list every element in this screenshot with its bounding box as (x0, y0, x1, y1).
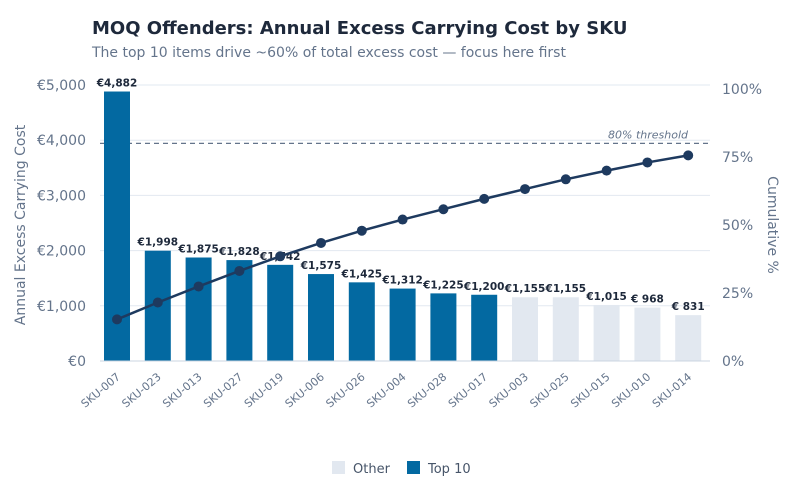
chart-subtitle: The top 10 items drive ~60% of total exc… (91, 45, 566, 61)
x-tick-label: SKU-028 (405, 370, 449, 410)
x-tick-label: SKU-014 (650, 370, 694, 410)
cumulative-point (479, 193, 490, 204)
x-tick-label: SKU-013 (160, 370, 204, 410)
bar-value-label: € 968 (630, 294, 664, 306)
cumulative-point (234, 265, 245, 276)
bar (512, 297, 538, 361)
cumulative-point (316, 237, 326, 248)
bar-value-label: €1,155 (504, 283, 546, 295)
chart-title: MOQ Offenders: Annual Excess Carrying Co… (92, 18, 628, 39)
cumulative-point (438, 204, 449, 215)
x-tick-label: SKU-026 (323, 370, 367, 410)
x-tick-label: SKU-019 (242, 370, 286, 410)
cumulative-point (560, 174, 571, 185)
x-tick-label: SKU-017 (446, 370, 490, 410)
y2-axis-label: Cumulative % (764, 176, 780, 274)
bar-value-label: €1,575 (300, 260, 342, 272)
y-axis-label: Annual Excess Carrying Cost (13, 124, 29, 325)
y-tick-label: €5,000 (37, 78, 86, 94)
x-tick-label: SKU-027 (201, 370, 245, 410)
bar (185, 257, 212, 361)
y-tick-label: €1,000 (37, 299, 86, 315)
cumulative-point (683, 150, 694, 161)
legend-swatch (332, 461, 345, 474)
cumulative-point (601, 165, 612, 176)
cumulative-point (520, 184, 530, 195)
y2-tick-label: 0% (722, 354, 744, 370)
bar (675, 315, 702, 361)
bar (634, 307, 661, 361)
bar-value-label: €4,882 (96, 78, 138, 90)
cumulative-point (356, 225, 367, 236)
cumulative-point (112, 314, 122, 325)
x-tick-label: SKU-004 (364, 370, 408, 410)
y-tick-label: €2,000 (37, 244, 86, 260)
x-tick-label: SKU-010 (609, 370, 653, 410)
bar-value-label: €1,155 (545, 283, 587, 295)
bar (226, 260, 253, 361)
bar-value-label: €1,425 (341, 268, 383, 280)
legend-swatch (407, 461, 420, 474)
bar (308, 274, 334, 361)
cumulative-point (152, 297, 163, 308)
y-tick-label: €4,000 (37, 133, 86, 149)
bar (593, 304, 620, 361)
x-tick-label: SKU-003 (487, 370, 531, 410)
bar-value-label: €1,828 (218, 246, 260, 258)
y2-tick-label: 25% (722, 286, 753, 302)
bar-value-label: € 831 (671, 301, 705, 313)
x-tick-label: SKU-025 (527, 370, 571, 410)
y2-tick-label: 75% (722, 150, 753, 166)
threshold-label: 80% threshold (608, 128, 689, 141)
bar (389, 288, 416, 361)
cumulative-point (275, 251, 286, 262)
y-tick-label: €3,000 (37, 188, 86, 204)
bar (348, 282, 375, 361)
bar-value-label: €1,875 (177, 244, 219, 256)
bar-value-label: €1,312 (381, 275, 423, 287)
x-tick-label: SKU-015 (568, 370, 612, 410)
bar-value-label: €1,225 (422, 279, 464, 291)
legend-label: Top 10 (427, 462, 471, 477)
x-tick-label: SKU-006 (283, 370, 327, 410)
bar (471, 294, 498, 361)
legend-label: Other (353, 462, 391, 477)
bar (430, 293, 457, 361)
bar-value-label: €1,015 (585, 291, 627, 303)
cumulative-point (397, 214, 408, 225)
bar (552, 297, 579, 361)
bar (267, 264, 294, 361)
x-tick-label: SKU-023 (119, 370, 163, 410)
bar-value-label: €1,200 (463, 281, 505, 293)
y-tick-label: €0 (68, 354, 86, 370)
bar-value-label: €1,998 (137, 237, 179, 249)
x-tick-label: SKU-007 (79, 370, 123, 410)
cumulative-point (642, 157, 653, 168)
y2-tick-label: 50% (722, 218, 753, 234)
cumulative-point (193, 281, 204, 292)
y2-tick-label: 100% (722, 82, 762, 98)
